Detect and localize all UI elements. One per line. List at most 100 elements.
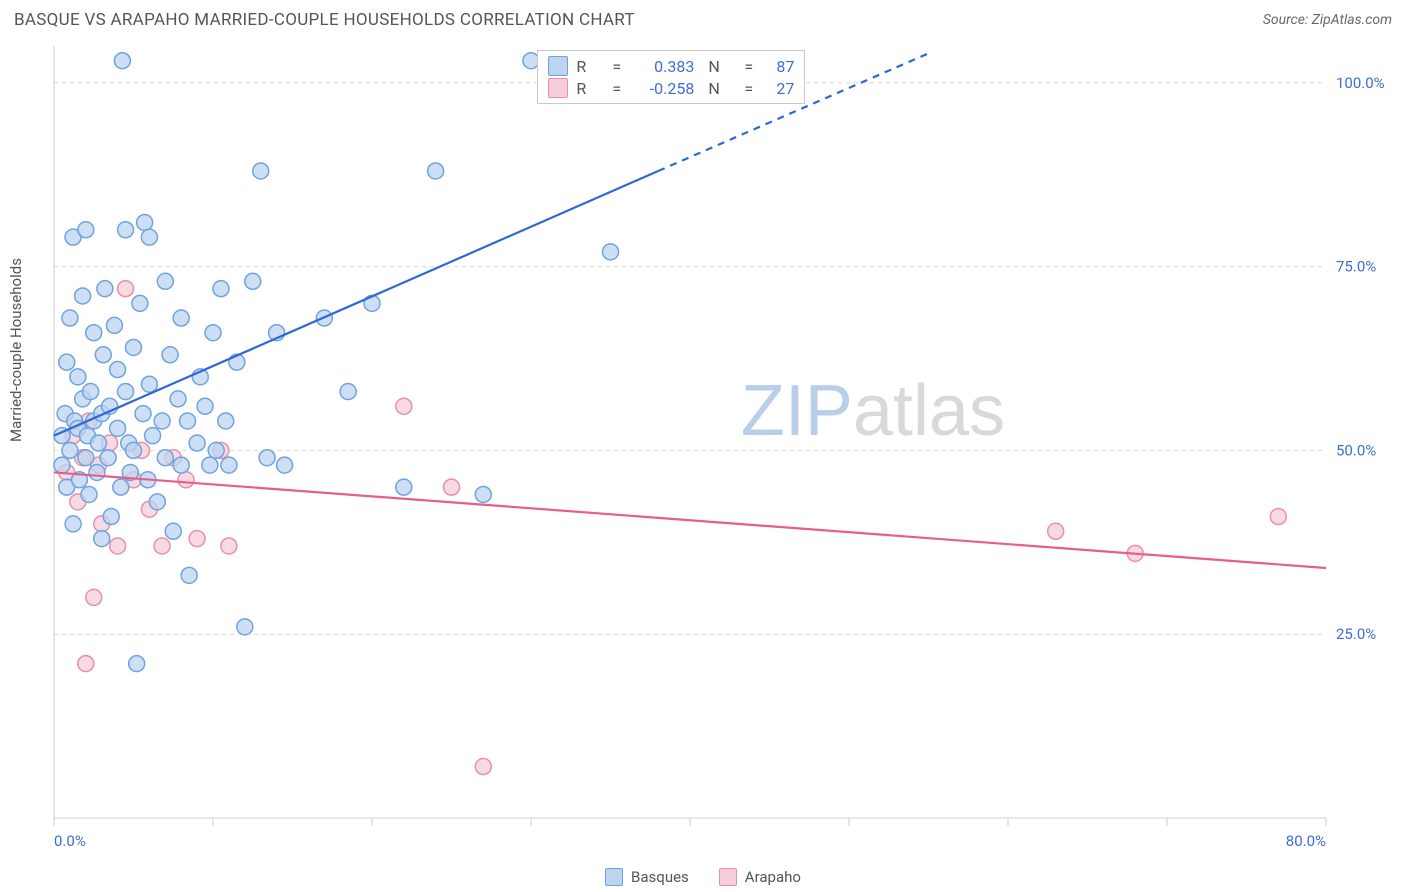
data-point-basques bbox=[86, 325, 102, 341]
equals-sign: = bbox=[612, 57, 624, 76]
data-point-basques bbox=[132, 295, 148, 311]
data-point-basques bbox=[110, 362, 126, 378]
data-point-basques bbox=[59, 354, 75, 370]
legend-item-arapaho: Arapaho bbox=[719, 868, 801, 886]
data-point-arapaho bbox=[396, 398, 412, 414]
r-value-basques: 0.383 bbox=[632, 57, 694, 76]
data-point-arapaho bbox=[86, 589, 102, 605]
data-point-basques bbox=[218, 413, 234, 429]
y-tick-label: 75.0% bbox=[1336, 258, 1376, 276]
data-point-basques bbox=[114, 53, 130, 69]
correlation-legend-row-arapaho: R = -0.258 N = 27 bbox=[548, 77, 794, 99]
r-label: R bbox=[576, 57, 604, 76]
scatter-chart: 25.0%50.0%75.0%100.0%0.0%80.0% bbox=[14, 38, 1396, 846]
data-point-basques bbox=[189, 435, 205, 451]
data-point-basques bbox=[141, 376, 157, 392]
data-point-basques bbox=[78, 450, 94, 466]
data-point-basques bbox=[70, 369, 86, 385]
legend-swatch-basques bbox=[605, 868, 623, 886]
equals-sign: = bbox=[612, 79, 624, 98]
data-point-basques bbox=[135, 406, 151, 422]
data-point-basques bbox=[149, 494, 165, 510]
n-label: N bbox=[708, 57, 736, 76]
data-point-basques bbox=[181, 567, 197, 583]
data-point-basques bbox=[126, 339, 142, 355]
data-point-basques bbox=[221, 457, 237, 473]
r-value-arapaho: -0.258 bbox=[632, 79, 694, 98]
chart-area: Married-couple Households 25.0%50.0%75.0… bbox=[14, 38, 1396, 846]
data-point-basques bbox=[165, 523, 181, 539]
legend-swatch-arapaho bbox=[548, 78, 568, 98]
data-point-basques bbox=[89, 464, 105, 480]
data-point-basques bbox=[81, 486, 97, 502]
data-point-basques bbox=[106, 317, 122, 333]
legend-label-basques: Basques bbox=[631, 868, 689, 886]
data-point-basques bbox=[173, 310, 189, 326]
legend-swatch-basques bbox=[548, 56, 568, 76]
data-point-basques bbox=[396, 479, 412, 495]
data-point-basques bbox=[141, 229, 157, 245]
data-point-arapaho bbox=[189, 531, 205, 547]
data-point-basques bbox=[205, 325, 221, 341]
data-point-arapaho bbox=[1270, 509, 1286, 525]
data-point-basques bbox=[95, 347, 111, 363]
x-tick-label: 0.0% bbox=[54, 832, 86, 846]
regression-line-arapaho bbox=[54, 472, 1326, 568]
n-label: N bbox=[708, 79, 736, 98]
data-point-arapaho bbox=[221, 538, 237, 554]
data-point-basques bbox=[603, 244, 619, 260]
x-tick-label: 80.0% bbox=[1286, 832, 1326, 846]
y-tick-label: 100.0% bbox=[1336, 74, 1385, 92]
data-point-basques bbox=[126, 442, 142, 458]
data-point-basques bbox=[113, 479, 129, 495]
r-label: R bbox=[576, 79, 604, 98]
data-point-basques bbox=[259, 450, 275, 466]
data-point-basques bbox=[173, 457, 189, 473]
equals-sign: = bbox=[744, 79, 756, 98]
data-point-basques bbox=[245, 273, 261, 289]
data-point-basques bbox=[213, 281, 229, 297]
data-point-basques bbox=[277, 457, 293, 473]
data-point-basques bbox=[91, 435, 107, 451]
data-point-basques bbox=[110, 420, 126, 436]
chart-title: BASQUE VS ARAPAHO MARRIED-COUPLE HOUSEHO… bbox=[14, 10, 635, 30]
data-point-basques bbox=[180, 413, 196, 429]
legend-item-basques: Basques bbox=[605, 868, 689, 886]
data-point-basques bbox=[62, 310, 78, 326]
data-point-arapaho bbox=[178, 472, 194, 488]
data-point-basques bbox=[118, 384, 134, 400]
data-point-basques bbox=[157, 273, 173, 289]
data-point-basques bbox=[75, 288, 91, 304]
data-point-basques bbox=[137, 214, 153, 230]
correlation-legend-row-basques: R=0.383N=87 bbox=[548, 55, 794, 77]
data-point-basques bbox=[170, 391, 186, 407]
legend-label-arapaho: Arapaho bbox=[745, 868, 801, 886]
data-point-basques bbox=[65, 516, 81, 532]
data-point-basques bbox=[428, 163, 444, 179]
equals-sign: = bbox=[744, 57, 756, 76]
y-axis-label: Married-couple Households bbox=[7, 258, 25, 442]
data-point-arapaho bbox=[444, 479, 460, 495]
data-point-basques bbox=[154, 413, 170, 429]
data-point-basques bbox=[197, 398, 213, 414]
data-point-basques bbox=[94, 531, 110, 547]
data-point-basques bbox=[157, 450, 173, 466]
legend-swatch-arapaho bbox=[719, 868, 737, 886]
data-point-basques bbox=[253, 163, 269, 179]
data-point-basques bbox=[208, 442, 224, 458]
data-point-basques bbox=[129, 656, 145, 672]
data-point-basques bbox=[78, 222, 94, 238]
data-point-arapaho bbox=[475, 759, 491, 775]
data-point-basques bbox=[62, 442, 78, 458]
data-point-basques bbox=[162, 347, 178, 363]
data-point-arapaho bbox=[110, 538, 126, 554]
n-value-arapaho: 27 bbox=[764, 79, 794, 98]
data-point-basques bbox=[97, 281, 113, 297]
data-point-basques bbox=[103, 509, 119, 525]
data-point-basques bbox=[475, 486, 491, 502]
series-legend: Basques Arapaho bbox=[0, 868, 1406, 886]
y-tick-label: 25.0% bbox=[1336, 625, 1376, 643]
correlation-legend: R=0.383N=87R=-0.258N=27 bbox=[537, 50, 805, 104]
data-point-basques bbox=[145, 428, 161, 444]
data-point-basques bbox=[340, 384, 356, 400]
